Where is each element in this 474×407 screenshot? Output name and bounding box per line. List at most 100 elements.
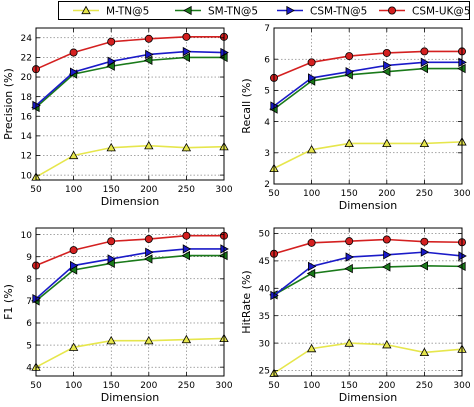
series-sm-tn-5	[31, 250, 228, 306]
chart-recall: 50 100 150 200 250 300 2 3 4 5 6 7 Dimension Recall (…	[240, 24, 471, 212]
data-point	[145, 49, 154, 60]
x-tick-label: 100	[303, 189, 320, 199]
series-csm-tn-5	[32, 244, 229, 304]
x-tick-label: 300	[453, 381, 470, 391]
data-point	[420, 47, 429, 56]
series-csm-uk-5	[269, 235, 466, 258]
y-tick-label: 24	[21, 34, 33, 44]
chart-hitrate: 50 100 150 200 250 300 25 30 35 40 45 50 Dimension Hi…	[240, 227, 471, 404]
data-point	[68, 342, 79, 351]
data-point	[181, 52, 191, 63]
y-tick-label: 10	[21, 171, 33, 181]
data-point	[106, 335, 116, 345]
data-point	[181, 250, 191, 261]
y-tick-label: 10	[21, 231, 33, 241]
y-tick-label: 40	[259, 284, 271, 294]
series-line	[273, 67, 462, 110]
data-point	[344, 138, 354, 148]
x-tick-label: 50	[268, 189, 280, 199]
series-line	[35, 234, 224, 267]
y-tick-label: 25	[259, 367, 270, 377]
data-point	[307, 261, 317, 272]
data-point	[143, 254, 153, 264]
y-axis-label: HitRate (%)	[240, 270, 253, 333]
data-point	[419, 138, 430, 148]
x-axis-label: Dimension	[101, 195, 159, 208]
grid	[35, 28, 225, 180]
data-point	[345, 52, 354, 61]
series-m-tn-5	[269, 137, 467, 173]
y-tick-label: 20	[21, 73, 33, 83]
y-tick-label: 7	[26, 297, 32, 307]
legend-marker	[183, 5, 192, 16]
y-axis-label: F1 (%)	[2, 284, 15, 320]
data-point	[307, 73, 317, 83]
legend-marker	[81, 5, 91, 15]
series-sm-tn-5	[269, 261, 466, 300]
legend-entry-csm-uk-5: CSM-UK@5	[379, 6, 471, 18]
series-line	[273, 265, 463, 296]
data-point	[70, 67, 79, 77]
legend-label: CSM-UK@5	[412, 6, 469, 18]
data-point	[68, 150, 79, 160]
x-tick-label: 300	[215, 381, 232, 391]
y-tick-label: 5	[26, 341, 32, 351]
x-tick-label: 150	[103, 381, 120, 391]
x-tick-label: 250	[416, 381, 433, 391]
data-point	[107, 37, 116, 46]
x-axis-label: Dimension	[339, 391, 397, 404]
legend-label: SM-TN@5	[208, 6, 258, 18]
y-tick-label: 2	[264, 180, 270, 190]
series-line	[35, 36, 224, 70]
data-point	[182, 32, 191, 41]
x-tick-label: 150	[341, 381, 358, 391]
x-tick-label: 50	[30, 381, 42, 391]
legend-entry-sm-tn-5: SM-TN@5	[175, 6, 258, 18]
x-tick-label: 200	[378, 381, 395, 391]
x-tick-label: 250	[178, 185, 195, 195]
series-csm-tn-5	[32, 46, 229, 111]
series-line	[35, 50, 225, 107]
x-tick-label: 200	[140, 381, 157, 391]
x-tick-label: 50	[30, 185, 42, 195]
series-line	[273, 50, 462, 79]
series-m-tn-5	[31, 333, 229, 371]
y-tick-label: 9	[26, 253, 32, 263]
series-line	[35, 56, 224, 109]
data-point	[307, 58, 316, 67]
data-point	[381, 67, 391, 77]
chart-f1: 50 100 150 200 250 300 4 5 6 7 8 9 10 Dimension F1 (%)	[2, 227, 233, 404]
data-point	[307, 238, 316, 247]
y-axis-label: Precision (%)	[2, 68, 15, 140]
x-tick-label: 50	[268, 381, 280, 391]
legend-entry-m-tn-5: M-TN@5	[73, 6, 149, 18]
data-point	[420, 57, 430, 67]
series-csm-uk-5	[269, 47, 466, 82]
y-tick-label: 6	[264, 55, 270, 65]
series-sm-tn-5	[269, 63, 466, 114]
series-line	[35, 254, 224, 302]
legend-marker	[286, 5, 295, 16]
series-line	[273, 342, 463, 374]
data-point	[306, 144, 317, 154]
data-point	[419, 63, 429, 74]
y-tick-label: 3	[264, 149, 270, 159]
x-axis-label: Dimension	[101, 391, 159, 404]
series-csm-uk-5	[32, 32, 228, 74]
data-point	[144, 140, 154, 150]
data-point	[419, 261, 429, 271]
series-line	[35, 248, 224, 300]
y-tick-label: 5	[264, 87, 270, 97]
data-point	[420, 237, 429, 246]
data-point	[182, 46, 192, 57]
y-tick-label: 8	[26, 275, 32, 285]
plot-frame	[35, 27, 225, 181]
data-point	[381, 262, 391, 272]
y-tick-label: 4	[26, 363, 32, 373]
y-tick-label: 14	[21, 132, 33, 142]
plot-frame	[35, 227, 225, 377]
data-point	[107, 237, 116, 246]
x-tick-label: 150	[341, 189, 358, 199]
y-tick-label: 12	[21, 152, 32, 162]
